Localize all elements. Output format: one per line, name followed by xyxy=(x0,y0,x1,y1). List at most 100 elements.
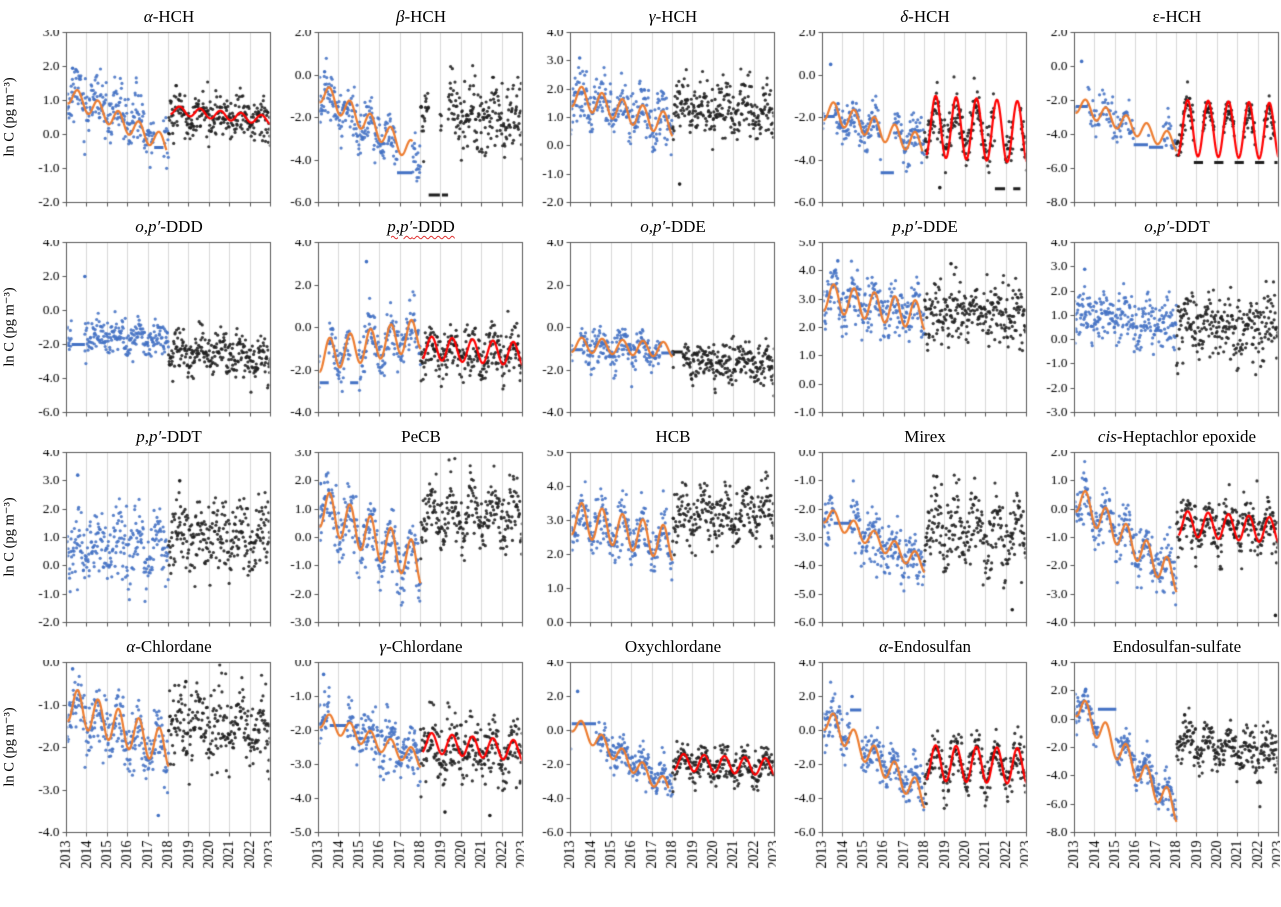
subplot-title-segment: -DDT xyxy=(1169,217,1210,236)
subplot-title-segment: Mirex xyxy=(904,427,946,446)
subplot-title: α-HCH xyxy=(20,6,272,30)
subplot-title: HCB xyxy=(524,426,776,450)
plot-canvas xyxy=(20,30,272,208)
plot-canvas xyxy=(272,450,524,628)
subplot-gamma-chlordane: γ-Chlordane xyxy=(272,636,524,890)
subplot-pp-ddd: p,p′-DDD xyxy=(272,216,524,418)
subplot-title-segment: α xyxy=(126,637,136,656)
subplot-title-segment: -DDE xyxy=(665,217,706,236)
plot-row-4: ln C (pg m⁻³) α-Chlordane γ-Chlordane Oxyc… xyxy=(0,636,1281,890)
subplot-title-segment: p,p′ xyxy=(892,217,918,236)
plot-canvas xyxy=(272,240,524,418)
subplot-title: Mirex xyxy=(776,426,1028,450)
subplot-title: o,p′-DDT xyxy=(1028,216,1280,240)
row-cells: p,p′-DDT PeCB HCB Mirex cis-Heptachlor epoxi… xyxy=(20,426,1280,628)
plot-row-3: ln C (pg m⁻³) p,p′-DDT PeCB HCB Mirex cis-He… xyxy=(0,426,1281,628)
subplot-title: o,p′-DDE xyxy=(524,216,776,240)
subplot-title: p,p′-DDT xyxy=(20,426,272,450)
subplot-endosulfan-sulfate: Endosulfan-sulfate xyxy=(1028,636,1280,890)
subplot-title: β-HCH xyxy=(272,6,524,30)
subplot-hcb: HCB xyxy=(524,426,776,628)
subplot-title-segment: -DDD xyxy=(160,217,203,236)
subplot-title-segment: o,p′ xyxy=(1144,217,1170,236)
subplot-title-segment: p,p′ xyxy=(136,427,162,446)
subplot-title: α-Chlordane xyxy=(20,636,272,660)
subplot-mirex: Mirex xyxy=(776,426,1028,628)
subplot-title-segment: γ xyxy=(379,637,387,656)
subplot-oxychlordane: Oxychlordane xyxy=(524,636,776,890)
y-axis-label-strip: ln C (pg m⁻³) xyxy=(0,216,20,418)
y-axis-label-strip: ln C (pg m⁻³) xyxy=(0,6,20,208)
plot-canvas xyxy=(1028,450,1280,628)
plot-canvas xyxy=(524,240,776,418)
subplot-pp-dde: p,p′-DDE xyxy=(776,216,1028,418)
plot-row-2: ln C (pg m⁻³) o,p′-DDD p,p′-DDD o,p′-DDE p,… xyxy=(0,216,1281,418)
subplot-title-segment: α xyxy=(878,637,888,656)
plot-canvas xyxy=(20,660,272,890)
plot-row-1: ln C (pg m⁻³) α-HCH β-HCH γ-HCH δ-HCH ε-HCH xyxy=(0,6,1281,208)
y-axis-label: ln C (pg m⁻³) xyxy=(1,497,18,577)
plot-canvas xyxy=(524,660,776,890)
y-axis-label-strip: ln C (pg m⁻³) xyxy=(0,426,20,628)
subplot-alpha-hch: α-HCH xyxy=(20,6,272,208)
plot-canvas xyxy=(1028,660,1280,890)
row-cells: α-Chlordane γ-Chlordane Oxychlordane α-Endo… xyxy=(20,636,1280,890)
plot-canvas xyxy=(776,240,1028,418)
subplot-pp-ddt: p,p′-DDT xyxy=(20,426,272,628)
row-cells: o,p′-DDD p,p′-DDD o,p′-DDE p,p′-DDE o,p′-DDT xyxy=(20,216,1280,418)
subplot-title-segment: o,p′ xyxy=(640,217,666,236)
subplot-gamma-hch: γ-HCH xyxy=(524,6,776,208)
plot-canvas xyxy=(272,30,524,208)
subplot-alpha-endosulfan: α-Endosulfan xyxy=(776,636,1028,890)
plot-canvas xyxy=(524,30,776,208)
subplot-epsilon-hch: ε-HCH xyxy=(1028,6,1280,208)
subplot-title-segment: cis xyxy=(1097,427,1117,446)
plot-canvas xyxy=(776,450,1028,628)
subplot-title: δ-HCH xyxy=(776,6,1028,30)
subplot-title: cis-Heptachlor epoxide xyxy=(1028,426,1280,450)
plot-canvas xyxy=(524,450,776,628)
y-axis-label-strip: ln C (pg m⁻³) xyxy=(0,636,20,890)
subplot-title-segment: -DDE xyxy=(917,217,958,236)
y-axis-label: ln C (pg m⁻³) xyxy=(1,77,18,157)
subplot-title: p,p′-DDD xyxy=(272,216,524,240)
subplot-title: γ-Chlordane xyxy=(272,636,524,660)
plot-canvas xyxy=(272,660,524,890)
subplot-title: p,p′-DDE xyxy=(776,216,1028,240)
subplot-title-segment: α xyxy=(143,7,153,26)
subplot-title-segment: Oxychlordane xyxy=(624,637,722,656)
subplot-pecb: PeCB xyxy=(272,426,524,628)
subplot-title-segment: -Endosulfan xyxy=(887,637,972,656)
subplot-title: Endosulfan-sulfate xyxy=(1028,636,1280,660)
subplot-op-dde: o,p′-DDE xyxy=(524,216,776,418)
subplot-title-segment: -Heptachlor epoxide xyxy=(1116,427,1257,446)
subplot-title: ε-HCH xyxy=(1028,6,1280,30)
subplot-title-segment: ε-HCH xyxy=(1152,7,1202,26)
subplot-title: o,p′-DDD xyxy=(20,216,272,240)
subplot-title-segment: β xyxy=(395,7,405,26)
subplot-title-segment: HCB xyxy=(655,427,691,446)
subplot-title-segment: -HCH xyxy=(655,7,698,26)
subplot-alpha-chlordane: α-Chlordane xyxy=(20,636,272,890)
subplot-title: PeCB xyxy=(272,426,524,450)
y-axis-label: ln C (pg m⁻³) xyxy=(1,287,18,367)
subplot-title-segment: o,p′ xyxy=(135,217,161,236)
plot-canvas xyxy=(1028,240,1280,418)
subplot-op-ddd: o,p′-DDD xyxy=(20,216,272,418)
subplot-title-segment: -HCH xyxy=(152,7,195,26)
plot-canvas xyxy=(1028,30,1280,208)
subplot-title-segment: γ xyxy=(648,7,656,26)
subplot-title-segment: δ xyxy=(900,7,909,26)
plot-canvas xyxy=(776,660,1028,890)
subplot-op-ddt: o,p′-DDT xyxy=(1028,216,1280,418)
subplot-cis-heptachlor-epoxide: cis-Heptachlor epoxide xyxy=(1028,426,1280,628)
subplot-title: Oxychlordane xyxy=(524,636,776,660)
subplot-title: γ-HCH xyxy=(524,6,776,30)
subplot-title-segment: -Chlordane xyxy=(135,637,212,656)
subplot-title-segment: -Chlordane xyxy=(386,637,463,656)
y-axis-label: ln C (pg m⁻³) xyxy=(1,707,18,787)
subplot-title-segment: -DDT xyxy=(161,427,202,446)
row-cells: α-HCH β-HCH γ-HCH δ-HCH ε-HCH xyxy=(20,6,1280,208)
plot-canvas xyxy=(776,30,1028,208)
